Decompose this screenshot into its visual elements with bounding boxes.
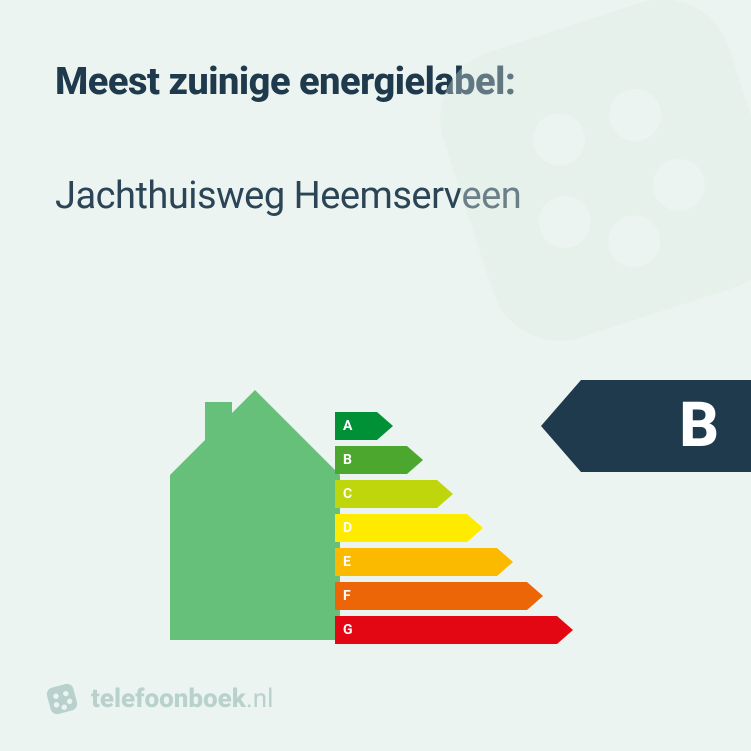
footer-brand-light: .nl: [246, 684, 274, 714]
energy-bar-g: G: [335, 616, 573, 644]
house-icon: [170, 390, 340, 650]
rating-badge: B: [541, 380, 751, 476]
energy-bar-f: F: [335, 582, 573, 610]
energy-bar-letter: A: [343, 412, 352, 440]
card-subtitle: Jachthuisweg Heemserveen: [55, 174, 696, 218]
footer-brand-bold: telefoonboek: [91, 684, 246, 714]
card-title: Meest zuinige energielabel:: [55, 60, 696, 104]
energy-bar-c: C: [335, 480, 573, 508]
energy-bars: ABCDEFG: [335, 412, 573, 650]
energy-bar-d: D: [335, 514, 573, 542]
energy-label-card: Meest zuinige energielabel: Jachthuisweg…: [0, 0, 751, 751]
footer-brand: telefoonboek.nl: [91, 684, 273, 714]
energy-bar-letter: B: [343, 446, 352, 474]
energy-bar-a: A: [335, 412, 573, 440]
energy-bar-letter: G: [343, 616, 353, 644]
badge-shape: [541, 380, 751, 472]
energy-label-graphic: ABCDEFG: [170, 390, 590, 650]
energy-bar-letter: F: [343, 582, 351, 610]
footer: telefoonboek.nl: [45, 682, 273, 716]
energy-bar-letter: C: [343, 480, 352, 508]
energy-bar-b: B: [335, 446, 573, 474]
rating-letter: B: [679, 380, 719, 472]
energy-bar-letter: E: [343, 548, 351, 576]
energy-bar-e: E: [335, 548, 573, 576]
footer-logo-icon: [45, 682, 79, 716]
energy-bar-letter: D: [343, 514, 352, 542]
